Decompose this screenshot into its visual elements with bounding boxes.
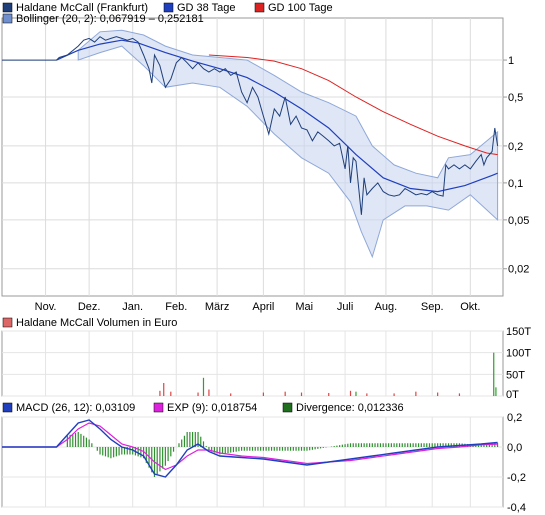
price-y-tick-label: 0,5 [508,92,523,104]
volume-y-tick-label: 50T [506,369,525,381]
gd100-line [208,54,498,156]
price-y-tick-label: 0,1 [508,178,523,190]
legend-label-macd: MACD (26, 12): 0,03109 [16,402,135,414]
volume-y-tick-label: 100T [506,348,531,360]
price-y-tick-label: 0,02 [508,264,529,276]
legend-swatch-gd38 [163,2,174,13]
legend-swatch-exp [153,402,164,413]
price-y-tick-label: 0,2 [508,141,523,153]
legend-label-gd38: GD 38 Tage [177,2,236,14]
legend-label-divergence: Divergence: 0,012336 [296,402,404,414]
bollinger-band [77,29,499,259]
price-y-tick-label: 1 [508,55,514,67]
volume-y-tick-label: 150T [506,326,531,338]
macd-grid [2,416,503,508]
macd-y-tick-label: 0,2 [507,412,522,424]
volume-y-axis: 150T 100T 50T 0T [506,326,531,401]
x-tick-label: Aug. [375,301,398,313]
legend-swatch-volume [2,317,13,328]
x-tick-label: Feb. [165,301,187,313]
price-line [2,36,499,215]
price-grid [2,18,503,296]
macd-y-tick-label: 0,0 [507,442,522,454]
volume-panel [1,330,504,397]
macd-panel [1,416,504,508]
x-tick-label: Juli [337,301,354,313]
legend-label-volume: Haldane McCall Volumen in Euro [16,317,177,329]
volume-grid [2,330,503,397]
x-tick-label: Nov. [35,301,57,313]
legend-swatch-divergence [282,402,293,413]
bollinger-band-area [77,29,499,259]
price-y-tick-label: 0,05 [508,215,529,227]
gd38-line [56,39,498,193]
volume-y-tick-label: 0T [506,389,519,401]
time-axis: Nov. Dez. Jan. Feb. März April Mai Juli Aug. Sep.… [35,301,481,313]
exp-line [2,422,498,471]
x-tick-label: Mai [295,301,313,313]
macd-y-tick-label: -0,4 [507,502,526,514]
volume-legend: Haldane McCall Volumen in Euro [2,317,177,329]
x-tick-label: April [252,301,274,313]
price-legend: Haldane McCall (Frankfurt) GD 38 Tage GD… [2,2,333,25]
macd-lines [2,419,498,478]
legend-label-price: Haldane McCall (Frankfurt) [16,2,148,14]
x-tick-label: Dez. [78,301,101,313]
x-tick-label: Sep. [421,301,444,313]
legend-label-gd100: GD 100 Tage [268,2,333,14]
x-tick-label: März [205,301,229,313]
macd-line [2,419,498,478]
legend-swatch-bollinger [2,13,13,24]
volume-bars [159,352,497,396]
legend-swatch-gd100 [254,2,265,13]
legend-label-bollinger: Bollinger (20, 2): 0,067919 – 0,252181 [16,13,204,25]
legend-swatch-price [2,2,13,13]
x-tick-label: Okt. [460,301,480,313]
legend-label-exp: EXP (9): 0,018754 [167,402,257,414]
legend-swatch-macd [2,402,13,413]
price-lines [2,36,499,215]
price-y-axis: 1 0,5 0,2 0,1 0,05 0,02 [503,55,529,276]
macd-legend: MACD (26, 12): 0,03109 EXP (9): 0,018754… [2,402,404,414]
macd-y-axis: 0,2 0,0 -0,2 -0,4 [507,412,526,514]
macd-y-tick-label: -0,2 [507,472,526,484]
x-tick-label: Jan. [122,301,143,313]
